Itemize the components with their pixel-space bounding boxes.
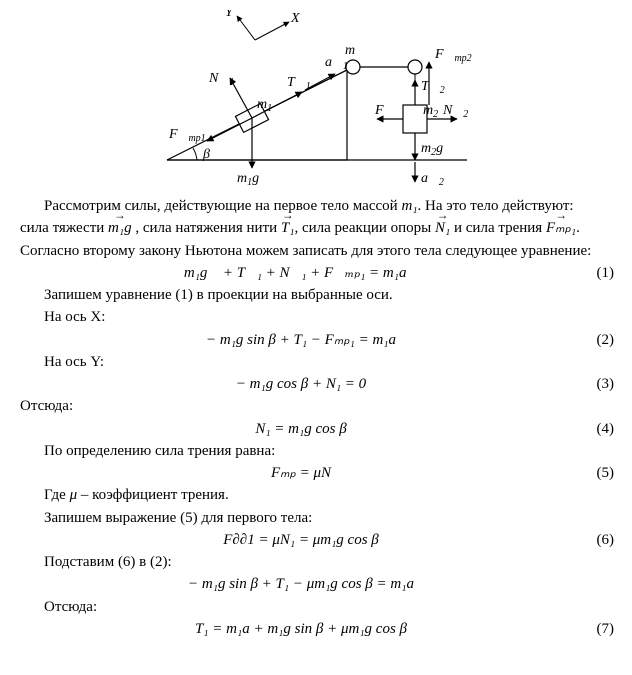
equation-5-row: Fₘₚ = μN (5)	[20, 463, 614, 483]
p2b: , сила натяжения нити	[135, 220, 281, 236]
eqnum-2: (2)	[582, 330, 614, 350]
sym-T1: T₁	[281, 218, 295, 238]
svg-text:F⃗: F⃗	[374, 103, 394, 118]
svg-text:m1g⃗: m1g⃗	[237, 171, 270, 188]
paragraph-7: Отсюда:	[20, 396, 614, 416]
eqnum-1: (1)	[582, 263, 614, 283]
p2d: и сила трения	[450, 220, 546, 236]
eqnum-3: (3)	[582, 374, 614, 394]
svg-text:N⃗2: N⃗2	[442, 103, 468, 120]
equation-7a: − m₁g sin β + T₁ − μm₁g cos β = m₁a	[20, 574, 582, 594]
equation-1-row: m₁g⃗ + T⃗₁ + N⃗₁ + F⃗ₘₚ₁ = m₁a⃗ (1)	[20, 263, 614, 283]
p9b: – коэффициент трения.	[77, 487, 229, 503]
svg-text:β: β	[202, 147, 210, 162]
physics-diagram: β m1 X Y N⃗1 T⃗1 a⃗1	[137, 10, 497, 190]
equation-3: − m₁g cos β + N₁ = 0	[20, 374, 582, 394]
equation-7a-row: − m₁g sin β + T₁ − μm₁g cos β = m₁a	[20, 574, 614, 594]
svg-text:m: m	[345, 43, 355, 58]
p1a: Рассмотрим силы, действующие на первое т…	[44, 198, 401, 214]
p2a: сила тяжести	[20, 220, 108, 236]
equation-2-row: − m₁g sin β + T₁ − Fₘₚ₁ = m₁a (2)	[20, 330, 614, 350]
sym-mu: μ	[70, 487, 78, 503]
paragraph-10: Запишем выражение (5) для первого тела:	[20, 508, 614, 528]
equation-7-row: T₁ = m₁a + m₁g sin β + μm₁g cos β (7)	[20, 619, 614, 639]
equation-3-row: − m₁g cos β + N₁ = 0 (3)	[20, 374, 614, 394]
eqnum-4: (4)	[582, 419, 614, 439]
svg-text:N⃗1: N⃗1	[208, 71, 234, 88]
p9a: Где	[44, 487, 70, 503]
equation-4: N₁ = m₁g cos β	[20, 419, 582, 439]
equation-6-row: F∂∂1 = μN₁ = μm₁g cos β (6)	[20, 530, 614, 550]
sym-N1: N₁	[435, 218, 450, 238]
svg-text:F⃗mp2: F⃗mp2	[434, 47, 472, 64]
paragraph-6: На ось Y:	[20, 352, 614, 372]
paragraph-9: Где μ – коэффициент трения.	[20, 485, 614, 505]
paragraph-11: Подставим (6) в (2):	[20, 552, 614, 572]
sym-Fmp1: Fₘₚ₁	[546, 218, 576, 238]
diagram-container: β m1 X Y N⃗1 T⃗1 a⃗1	[20, 10, 614, 190]
equation-7: T₁ = m₁a + m₁g sin β + μm₁g cos β	[20, 619, 582, 639]
paragraph-4: Запишем уравнение (1) в проекции на выбр…	[20, 285, 614, 305]
eqnum-7: (7)	[582, 619, 614, 639]
sym-m1: m₁	[401, 198, 417, 214]
sym-m1g: m₁g	[108, 218, 132, 238]
paragraph-8: По определению сила трения равна:	[20, 441, 614, 461]
paragraph-3: Согласно второму закону Ньютона можем за…	[20, 241, 614, 261]
eqnum-6: (6)	[582, 530, 614, 550]
svg-text:m2: m2	[423, 103, 438, 120]
svg-text:X: X	[290, 11, 300, 26]
paragraph-12: Отсюда:	[20, 597, 614, 617]
eqnum-5: (5)	[582, 463, 614, 483]
equation-2: − m₁g sin β + T₁ − Fₘₚ₁ = m₁a	[20, 330, 582, 350]
page: β m1 X Y N⃗1 T⃗1 a⃗1	[0, 0, 632, 675]
svg-text:a⃗2: a⃗2	[421, 171, 444, 188]
equation-1: m₁g⃗ + T⃗₁ + N⃗₁ + F⃗ₘₚ₁ = m₁a⃗	[20, 263, 582, 283]
svg-text:m2g⃗: m2g⃗	[421, 141, 454, 158]
paragraph-2: сила тяжести m₁g , сила натяжения нити T…	[20, 218, 614, 238]
equation-6: F∂∂1 = μN₁ = μm₁g cos β	[20, 530, 582, 550]
equation-4-row: N₁ = m₁g cos β (4)	[20, 419, 614, 439]
equation-5: Fₘₚ = μN	[20, 463, 582, 483]
p2c: , сила реакции опоры	[294, 220, 435, 236]
svg-text:F⃗mp1: F⃗mp1	[168, 127, 206, 144]
p2e: .	[576, 220, 580, 236]
svg-text:Y: Y	[225, 10, 235, 20]
paragraph-5: На ось X:	[20, 307, 614, 327]
svg-text:T⃗2: T⃗2	[421, 79, 445, 96]
